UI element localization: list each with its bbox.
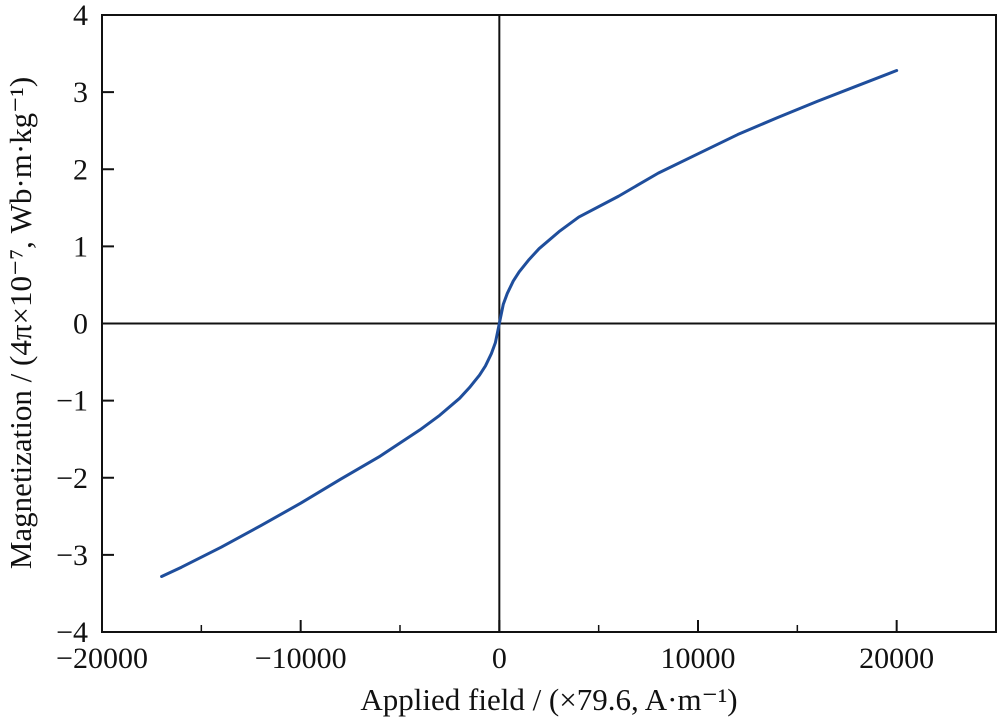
y-tick-label: 1 (73, 230, 88, 263)
x-tick-label: −20000 (56, 642, 148, 675)
y-tick-label: −1 (56, 385, 88, 418)
series-layer (160, 69, 899, 578)
y-tick-label: −3 (56, 539, 88, 572)
x-tick-label: −10000 (255, 642, 347, 675)
y-tick-label: 4 (73, 0, 88, 32)
y-tick-label: −4 (56, 616, 88, 649)
x-axis-title: Applied field / (×79.6, A·m⁻¹) (360, 682, 737, 717)
y-tick-label: 3 (73, 76, 88, 109)
magnetization-curve (160, 69, 899, 578)
x-tick-label: 20000 (859, 642, 934, 675)
tick-labels: −20000 −10000 0 10000 20000 −4 −3 −2 −1 0 1 2 3 4 (56, 0, 934, 675)
x-tick-label: 10000 (661, 642, 736, 675)
y-tick-label: 2 (73, 153, 88, 186)
axis-ticks (101, 14, 898, 633)
y-tick-label: 0 (73, 308, 88, 341)
x-tick-label: 0 (492, 642, 507, 675)
y-axis-title: Magnetization / (4π×10⁻⁷, Wb·m·kg⁻¹) (3, 77, 38, 569)
y-tick-label: −2 (56, 462, 88, 495)
